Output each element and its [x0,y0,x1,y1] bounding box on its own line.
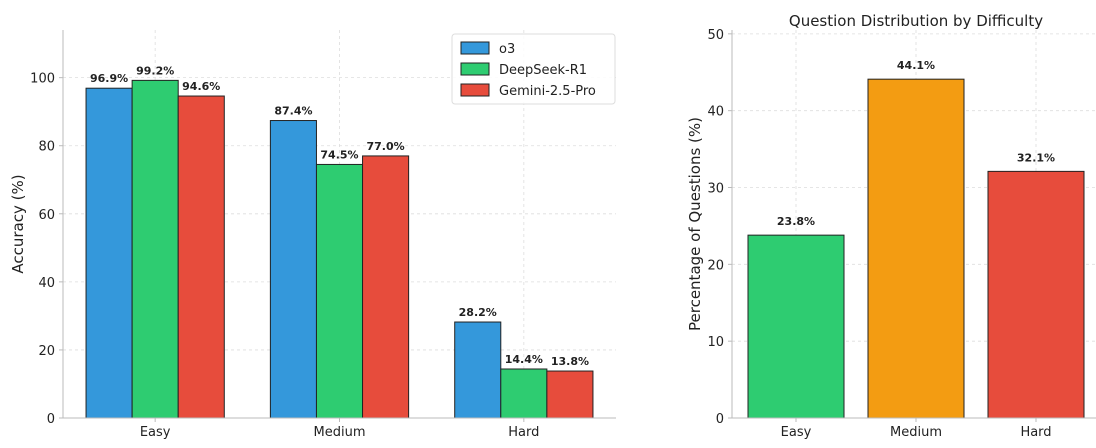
accuracy-ytick-label: 60 [38,208,55,223]
accuracy-bar-label: 94.6% [182,80,220,93]
accuracy-xtick-label: Easy [140,425,171,440]
distribution-bar-label: 23.8% [777,215,815,228]
accuracy-bar-label: 87.4% [274,105,312,118]
distribution-xtick-label: Hard [1020,425,1051,440]
accuracy-bar-label: 99.2% [136,64,174,77]
accuracy-bar [454,321,502,419]
accuracy-ytick-label: 20 [38,344,55,359]
distribution-ytick-label: 20 [707,258,724,273]
accuracy-ytick-label: 0 [47,412,55,427]
legend-label: o3 [499,42,515,57]
accuracy-bar [500,368,548,419]
accuracy-bar-label: 28.2% [459,306,497,319]
distribution-xtick-label: Medium [890,425,942,440]
distribution-ytick-label: 0 [716,412,724,427]
accuracy-ytick-label: 40 [38,276,55,291]
accuracy-xtick-label: Medium [314,425,366,440]
distribution-bar [987,170,1085,419]
accuracy-legend-box [451,33,616,105]
accuracy-bar [85,87,133,419]
distribution-bar-label: 32.1% [1017,151,1055,164]
accuracy-bar-label: 13.8% [551,355,589,368]
accuracy-ytick-label: 100 [30,72,55,87]
distribution-bar [867,78,965,419]
distribution-ytick-label: 40 [707,105,724,120]
accuracy-bar-label: 74.5% [320,148,358,161]
accuracy-bar [131,79,179,419]
legend-label: Gemini-2.5-Pro [499,84,596,99]
distribution-title: Question Distribution by Difficulty [789,12,1043,30]
accuracy-bar-label: 14.4% [505,353,543,366]
distribution-bar-label: 44.1% [897,59,935,72]
distribution-ylabel: Percentage of Questions (%) [686,117,704,331]
accuracy-bar-label: 96.9% [90,72,128,85]
accuracy-xtick-label: Hard [508,425,539,440]
accuracy-bar [269,120,317,419]
legend-swatch [460,41,490,55]
distribution-ytick-label: 50 [707,28,724,43]
distribution-ytick-label: 30 [707,182,724,197]
accuracy-bar [315,163,364,419]
legend-swatch [460,83,490,97]
accuracy-bar [546,370,594,419]
distribution-ytick-label: 10 [707,335,724,350]
distribution-xtick-label: Easy [781,425,812,440]
accuracy-ytick-label: 80 [38,140,55,155]
accuracy-bar-label: 77.0% [366,140,404,153]
distribution-chart: Question Distribution by Difficulty Perc… [686,12,1096,440]
distribution-bar [747,234,845,419]
legend-swatch [460,62,490,76]
accuracy-legend: o3 DeepSeek-R1 Gemini-2.5-Pro [451,33,616,105]
accuracy-bar [177,95,225,419]
accuracy-ylabel: Accuracy (%) [9,174,27,273]
accuracy-bar [362,155,410,419]
accuracy-chart: Accuracy (%) 0 20 40 60 80 100 Easy Medium Hard 9… [9,30,616,440]
legend-label: DeepSeek-R1 [499,63,587,78]
